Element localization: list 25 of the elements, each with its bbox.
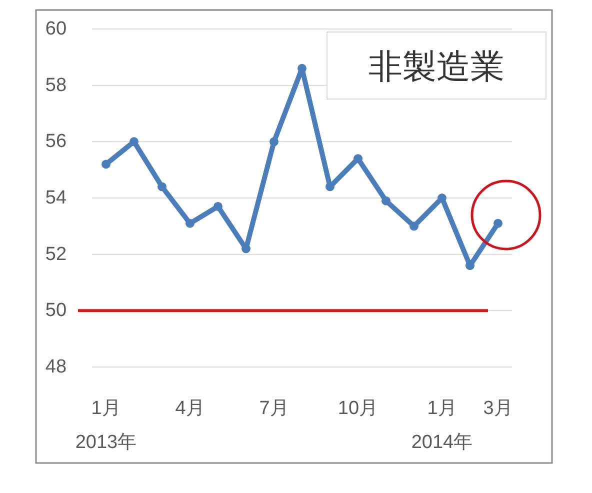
point <box>214 202 222 211</box>
x-tick-label: 1月 2014年 <box>411 398 473 453</box>
y-tick-label: 58 <box>45 74 67 96</box>
point <box>494 218 502 228</box>
point <box>382 196 390 206</box>
x-tick-label: 1月 2013年 <box>75 398 137 453</box>
point <box>270 137 278 146</box>
text: 非製造業 <box>368 48 504 86</box>
y-tick-label: 52 <box>45 244 67 265</box>
y-tick-label: 56 <box>45 131 67 152</box>
point <box>298 64 306 73</box>
x-tick-label: 7月 <box>259 398 289 419</box>
point <box>130 137 138 146</box>
x-tick-label: 3月 <box>483 398 513 419</box>
point <box>102 160 110 169</box>
point <box>354 154 362 164</box>
x-tick-label: 10月 <box>338 398 378 419</box>
point <box>410 222 418 231</box>
x-tick-label: 4月 <box>175 398 205 419</box>
y-tick-label: 48 <box>45 356 67 378</box>
point <box>186 218 194 228</box>
point <box>158 182 166 192</box>
y-tick-label: 60 <box>45 18 67 40</box>
y-tick-label: 50 <box>45 300 67 322</box>
y-tick-label: 54 <box>45 188 67 208</box>
